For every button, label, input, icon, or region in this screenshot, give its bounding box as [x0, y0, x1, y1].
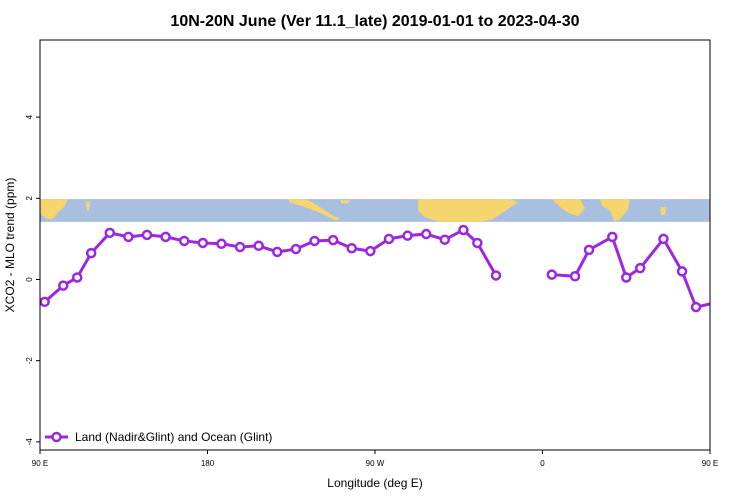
data-point: [58, 280, 69, 291]
y-axis: -4 -2 0 2 4: [25, 114, 40, 445]
x-tick-label: 90 E: [702, 459, 718, 468]
series-layer: [40, 224, 747, 313]
map-land-caribbean: [340, 200, 350, 204]
data-point: [290, 243, 302, 255]
y-tick-label: -4: [25, 438, 34, 446]
data-point: [234, 241, 246, 253]
map-ocean-band: [40, 199, 710, 222]
legend-entry-label: Land (Nadir&Glint) and Ocean (Glint): [75, 430, 272, 444]
x-axis-label: Longitude (deg E): [327, 476, 422, 490]
data-point: [569, 271, 581, 282]
data-point: [346, 242, 357, 254]
chart-title: 10N-20N June (Ver 11.1_late) 2019-01-01 …: [170, 13, 579, 30]
data-point: [607, 231, 618, 243]
map-land-islands: [660, 207, 666, 216]
data-point: [141, 229, 153, 241]
data-point: [327, 234, 339, 246]
data-point: [439, 234, 451, 245]
data-point: [546, 269, 558, 280]
data-point: [197, 237, 209, 249]
data-point: [178, 235, 190, 247]
x-tick-label: 0: [540, 459, 545, 468]
map-land-central-america: [288, 199, 340, 221]
data-point: [402, 230, 413, 241]
series-group: [40, 224, 747, 313]
data-point: [40, 296, 50, 308]
data-point: [216, 238, 227, 250]
data-point: [104, 227, 116, 239]
series-line: [43, 228, 498, 303]
data-point: [490, 270, 502, 281]
data-point: [123, 231, 134, 243]
legend-marker-sample: [51, 431, 62, 443]
data-point: [739, 282, 747, 290]
data-point: [676, 266, 688, 277]
data-point: [383, 233, 395, 245]
x-axis: 90 E 180 90 W 0 90 E: [32, 450, 718, 468]
y-tick-label: 2: [25, 196, 34, 201]
legend: Land (Nadir&Glint) and Ocean (Glint): [45, 430, 272, 444]
world-map-strip: [40, 199, 710, 222]
data-point: [715, 298, 723, 306]
map-land-africa: [418, 199, 518, 222]
x-tick-label: 90 E: [32, 459, 48, 468]
y-tick-label: -2: [25, 357, 34, 365]
data-point: [458, 224, 469, 236]
y-axis-label: XCO2 - MLO trend (ppm): [3, 178, 17, 313]
data-point: [583, 244, 595, 256]
data-point: [309, 235, 320, 247]
data-point: [634, 262, 646, 274]
data-point: [365, 245, 376, 257]
data-point: [420, 228, 432, 240]
data-point: [85, 247, 97, 259]
data-point: [272, 246, 283, 258]
map-land-southeast-asia: [600, 199, 630, 221]
data-point: [472, 237, 483, 249]
map-land-philippines: [86, 201, 90, 211]
data-point: [658, 233, 669, 245]
data-point: [71, 272, 83, 283]
x-tick-label: 90 W: [366, 459, 385, 468]
data-point: [621, 272, 632, 283]
data-point: [253, 240, 264, 252]
series-line: [551, 235, 710, 309]
x-tick-label: 180: [201, 459, 215, 468]
map-land-south-asia: [40, 199, 68, 220]
y-tick-label: 4: [25, 114, 34, 119]
y-tick-label: 0: [25, 277, 34, 282]
data-point: [690, 301, 702, 313]
data-point: [160, 231, 171, 243]
plot-frame: [39, 39, 711, 451]
map-land-arabia-india: [552, 199, 585, 217]
